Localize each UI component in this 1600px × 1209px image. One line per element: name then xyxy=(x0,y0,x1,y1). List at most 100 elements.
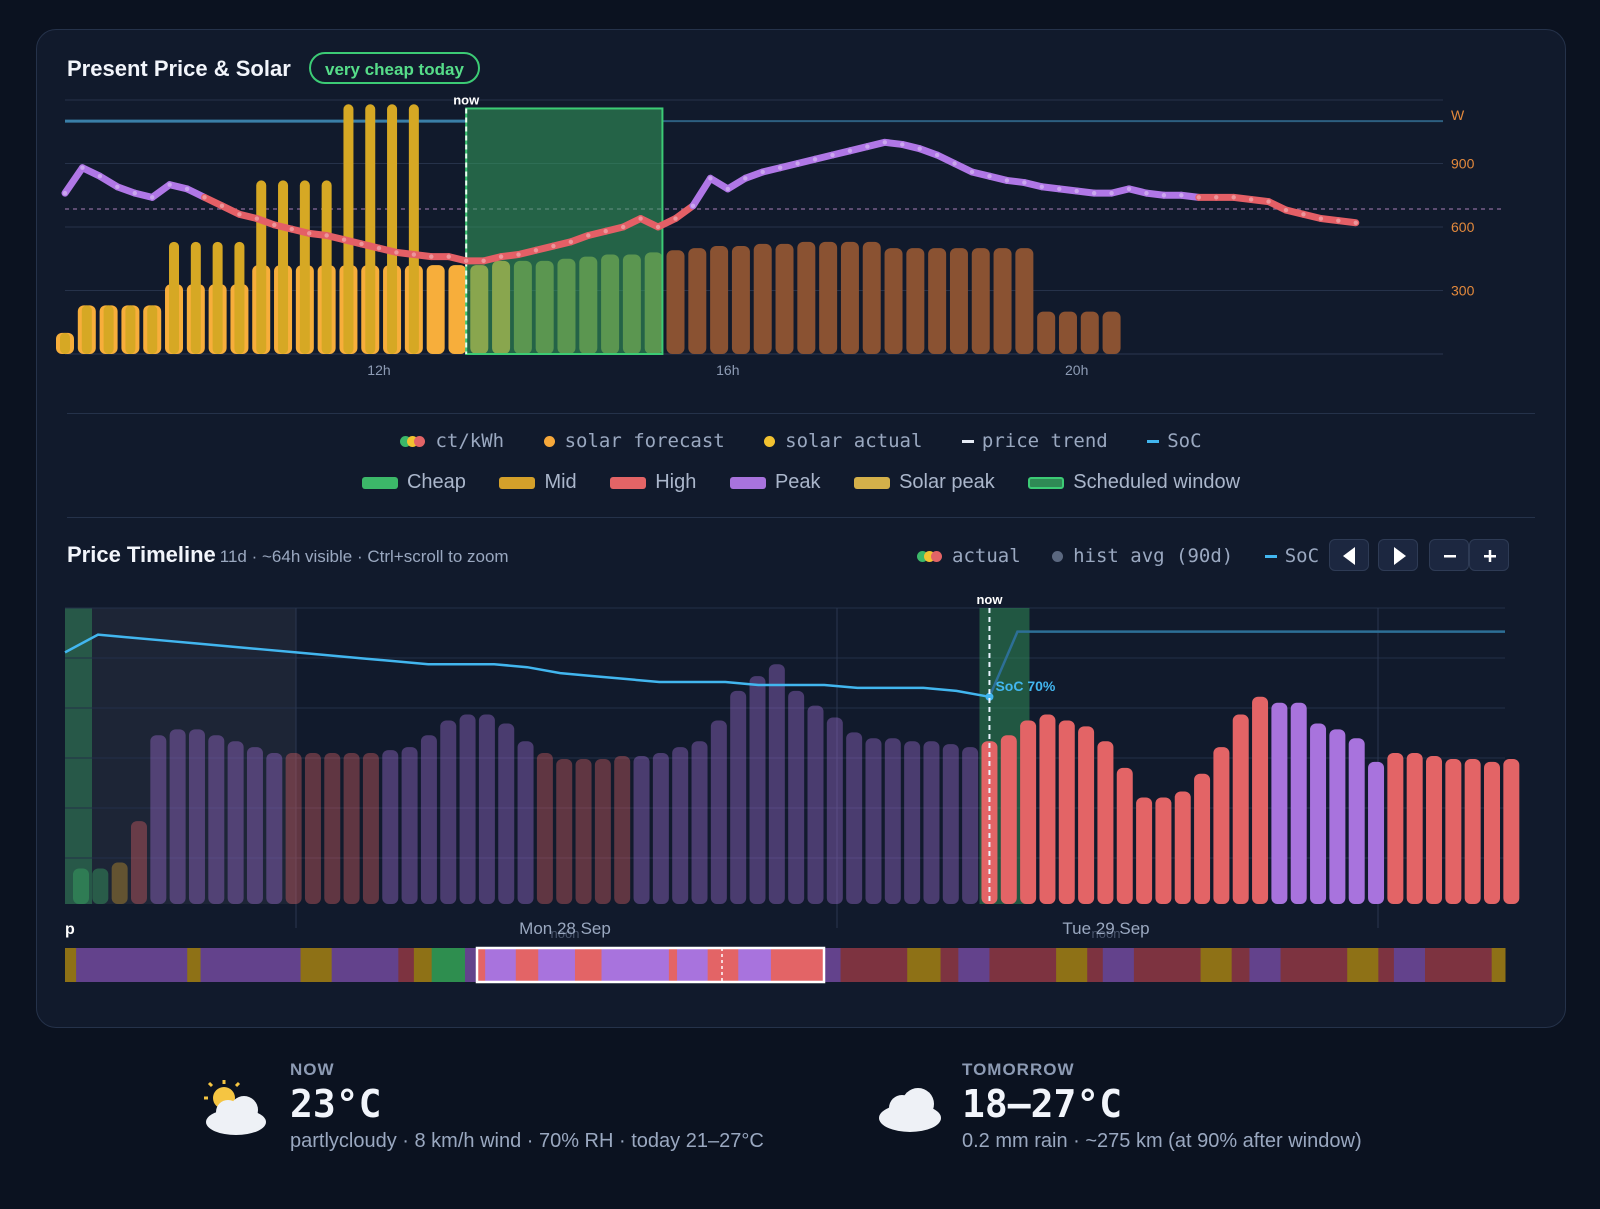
price-trend-point xyxy=(254,216,260,221)
price-trend-point xyxy=(1179,193,1184,198)
price-trend-point xyxy=(237,212,242,217)
solar-actual-bar xyxy=(147,305,158,354)
price-trend-point xyxy=(394,250,399,255)
price-bar xyxy=(1406,753,1423,904)
solar-forecast-bar xyxy=(1080,311,1099,354)
price-trend-point xyxy=(324,233,329,238)
price-bar xyxy=(749,676,766,904)
legend-solar-actual-label: solar actual xyxy=(785,430,923,452)
overview-segment xyxy=(1249,948,1282,982)
legend-price-trend: price trend xyxy=(961,430,1108,452)
price-bar xyxy=(1387,753,1404,904)
price-trend-point xyxy=(934,152,940,158)
card-title: Present Price & Solar xyxy=(67,56,291,81)
solar-forecast-bar xyxy=(840,241,859,354)
weather-now-desc: partlycloudy · 8 km/h wind · 70% RH · to… xyxy=(290,1130,764,1152)
y-tick-label: 300 xyxy=(1451,283,1475,299)
gray-dot-icon xyxy=(1052,551,1064,562)
price-bar xyxy=(478,714,495,904)
high-swatch xyxy=(610,476,647,489)
price-bar xyxy=(710,720,727,904)
soc-line xyxy=(64,633,990,699)
price-trend-line xyxy=(689,174,714,210)
price-trend-point xyxy=(900,142,905,147)
price-bar xyxy=(246,747,263,904)
legend-price-trend-label: price trend xyxy=(981,430,1108,452)
price-bar xyxy=(1097,741,1114,904)
price-trend-point xyxy=(1126,186,1132,192)
price-trend-point xyxy=(533,248,539,253)
price-trend-point xyxy=(1283,207,1289,213)
scheduled-window xyxy=(465,107,664,356)
price-bar xyxy=(111,862,128,904)
price-bar xyxy=(401,747,418,904)
price-bar xyxy=(1290,702,1307,904)
price-trend-point xyxy=(132,190,137,196)
green-dot-icon xyxy=(917,551,928,562)
solar-forecast-bar xyxy=(862,241,881,354)
solar-actual-bar xyxy=(169,241,180,354)
price-trend-point xyxy=(795,161,800,166)
solar-forecast-bar xyxy=(1015,248,1034,354)
timeline-legend: actual hist avg (90d) SoC xyxy=(917,545,1339,567)
price-trend-point xyxy=(1231,195,1236,200)
price-bar xyxy=(130,821,147,904)
legend-timeline-soc: SoC xyxy=(1264,545,1319,567)
price-trend-point xyxy=(673,216,678,221)
zoom-out-button[interactable] xyxy=(1429,539,1469,571)
price-trend-point xyxy=(551,243,556,249)
scroll-right-button[interactable] xyxy=(1378,539,1418,571)
green-dot-icon xyxy=(400,436,412,447)
overview-visible-segment xyxy=(677,948,709,982)
solar-peak-swatch xyxy=(854,476,891,489)
cheap-window-shade xyxy=(65,608,92,904)
price-bar xyxy=(1000,735,1017,904)
price-trend-point xyxy=(498,254,504,259)
price-trend-point xyxy=(341,237,347,242)
price-bar xyxy=(1155,797,1172,904)
partly-cloudy-icon xyxy=(204,1080,266,1135)
solar-forecast-bar xyxy=(731,246,750,354)
price-trend-point xyxy=(289,226,294,232)
cheap-swatch xyxy=(361,476,398,489)
solar-forecast-bar xyxy=(426,265,445,354)
price-bar xyxy=(807,705,824,904)
overview-segment xyxy=(1200,948,1233,982)
price-bar xyxy=(691,741,708,904)
history-shade xyxy=(65,608,296,904)
overview-segment xyxy=(940,948,959,982)
triangle-left-icon xyxy=(1343,547,1355,565)
scroll-left-button[interactable] xyxy=(1329,539,1369,571)
price-trend-point xyxy=(463,258,469,264)
noon-label: noon xyxy=(551,926,580,941)
price-bar xyxy=(672,747,689,904)
zoom-in-button[interactable] xyxy=(1469,539,1509,571)
price-bar xyxy=(517,741,534,904)
overview-visible-segment xyxy=(485,948,517,982)
price-trend-point xyxy=(1074,188,1079,194)
price-bar xyxy=(440,720,457,904)
timeline-title: Price Timeline 11d · ~64h visible · Ctrl+… xyxy=(67,542,509,568)
day-label: Tue 29 Sep xyxy=(1062,919,1149,938)
price-trend-point xyxy=(115,184,120,189)
noon-label: noon xyxy=(1092,926,1121,941)
price-trend-point xyxy=(411,252,417,257)
solar-forecast-bar xyxy=(906,248,925,354)
present-price-solar-chart: now W 900 600 300 12h 16h 20h xyxy=(56,92,1503,378)
price-trend-point xyxy=(1022,180,1027,185)
price-trend-point xyxy=(586,233,591,238)
overview-segment xyxy=(1102,948,1135,982)
legend-high-label: High xyxy=(655,471,697,493)
legend-solar-forecast-label: solar forecast xyxy=(564,430,725,452)
weather-tomorrow-temp: 18–27°C xyxy=(962,1082,1123,1126)
divider xyxy=(67,517,1535,518)
divider xyxy=(67,413,1535,414)
orange-dot-icon xyxy=(543,436,555,447)
y-tick-label: W xyxy=(1451,107,1465,123)
overview-segment xyxy=(1491,948,1506,982)
price-bar xyxy=(1310,723,1327,904)
price-trend-line xyxy=(148,181,174,201)
overview-segment xyxy=(65,948,77,982)
price-trend-point xyxy=(167,182,172,187)
